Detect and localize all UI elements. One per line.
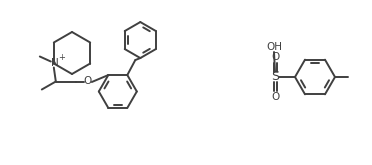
Text: OH: OH [266, 42, 282, 52]
Text: +: + [58, 53, 65, 62]
Text: S: S [271, 70, 279, 83]
Text: N: N [51, 58, 59, 68]
Text: O: O [271, 92, 279, 102]
Text: O: O [84, 77, 92, 86]
Text: O: O [271, 52, 279, 62]
